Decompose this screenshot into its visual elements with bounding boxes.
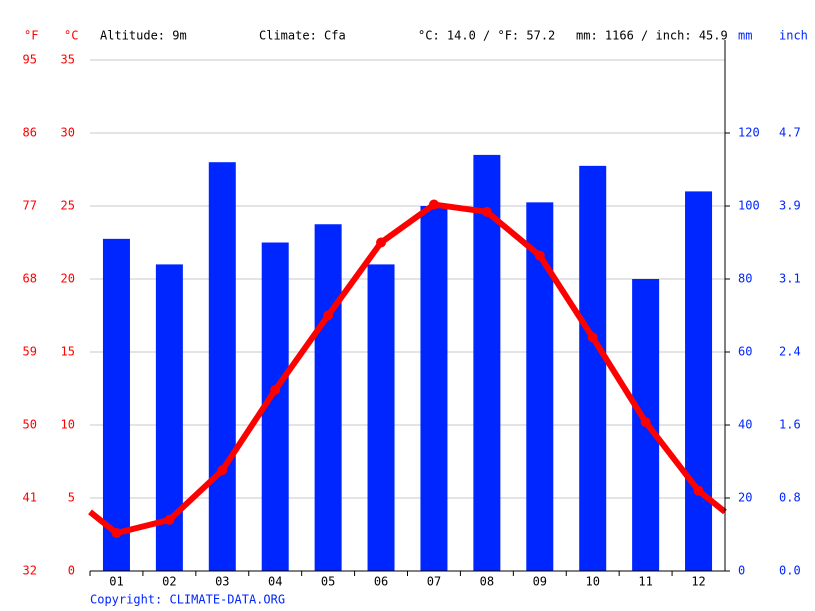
y-tick-label: 25 — [61, 199, 75, 213]
x-tick-label: 09 — [533, 575, 547, 589]
y2-tick-label: 100 — [738, 199, 760, 213]
bar — [208, 162, 236, 571]
precip-total: mm: 1166 / inch: 45.9 — [576, 29, 728, 43]
line-point — [481, 206, 492, 217]
y2-tick-label: 60 — [738, 345, 752, 359]
x-tick-label: 12 — [691, 575, 705, 589]
x-tick-label: 04 — [268, 575, 282, 589]
line-point — [111, 528, 122, 539]
inch-tick-label: 2.4 — [779, 345, 801, 359]
line-point — [270, 384, 281, 395]
bar — [314, 224, 342, 571]
x-tick-label: 02 — [162, 575, 176, 589]
inch-tick-label: 0.8 — [779, 491, 801, 505]
inch-tick-label: 1.6 — [779, 418, 801, 432]
inch-tick-label: 3.1 — [779, 272, 801, 286]
mm-unit: mm — [738, 29, 752, 43]
inch-tick-label: 3.9 — [779, 199, 801, 213]
x-tick-label: 03 — [215, 575, 229, 589]
y-tick-label: 5 — [68, 491, 75, 505]
f-tick-label: 50 — [23, 418, 37, 432]
bar — [420, 206, 448, 571]
line-point — [323, 310, 334, 321]
bar — [102, 238, 130, 571]
line-point — [640, 417, 651, 428]
c-unit: °C — [64, 29, 78, 43]
x-tick-label: 07 — [427, 575, 441, 589]
y2-tick-label: 20 — [738, 491, 752, 505]
y2-tick-label: 120 — [738, 126, 760, 140]
line-point — [428, 199, 439, 210]
bar — [579, 165, 607, 571]
line — [115, 201, 701, 536]
y-tick-label: 15 — [61, 345, 75, 359]
inch-tick-label: 0.0 — [779, 564, 801, 578]
bar — [685, 191, 713, 571]
temp-mean: °C: 14.0 / °F: 57.2 — [418, 29, 555, 43]
inch-tick-label: 4.7 — [779, 126, 801, 140]
x-tick-label: 06 — [374, 575, 388, 589]
y2-tick-label: 0 — [738, 564, 745, 578]
x-tick-label: 08 — [480, 575, 494, 589]
y-tick-label: 10 — [61, 418, 75, 432]
altitude: Altitude: 9m — [100, 29, 187, 43]
f-tick-label: 32 — [23, 564, 37, 578]
y-tick-label: 35 — [61, 53, 75, 67]
line-point — [534, 250, 545, 261]
f-tick-label: 68 — [23, 272, 37, 286]
y-tick-label: 30 — [61, 126, 75, 140]
line-wrap — [88, 488, 727, 536]
line-point — [164, 514, 175, 525]
f-tick-label: 95 — [23, 53, 37, 67]
bar — [526, 202, 554, 571]
x-tick-label: 01 — [109, 575, 123, 589]
f-unit: °F — [24, 29, 38, 43]
y2-tick-label: 40 — [738, 418, 752, 432]
x-tick-label: 05 — [321, 575, 335, 589]
line-point — [693, 485, 704, 496]
bar — [473, 154, 501, 571]
line-point — [217, 465, 228, 476]
y-tick-label: 20 — [61, 272, 75, 286]
f-tick-label: 59 — [23, 345, 37, 359]
bar — [367, 264, 395, 571]
f-tick-label: 41 — [23, 491, 37, 505]
y2-tick-label: 80 — [738, 272, 752, 286]
f-tick-label: 77 — [23, 199, 37, 213]
y-tick-label: 0 — [68, 564, 75, 578]
f-tick-label: 86 — [23, 126, 37, 140]
climate: Climate: Cfa — [259, 29, 346, 43]
copyright: Copyright: CLIMATE-DATA.ORG — [90, 593, 285, 607]
x-tick-label: 10 — [585, 575, 599, 589]
inch-unit: inch — [779, 29, 808, 43]
line-point — [376, 237, 387, 248]
x-tick-label: 11 — [638, 575, 652, 589]
line-point — [587, 332, 598, 343]
